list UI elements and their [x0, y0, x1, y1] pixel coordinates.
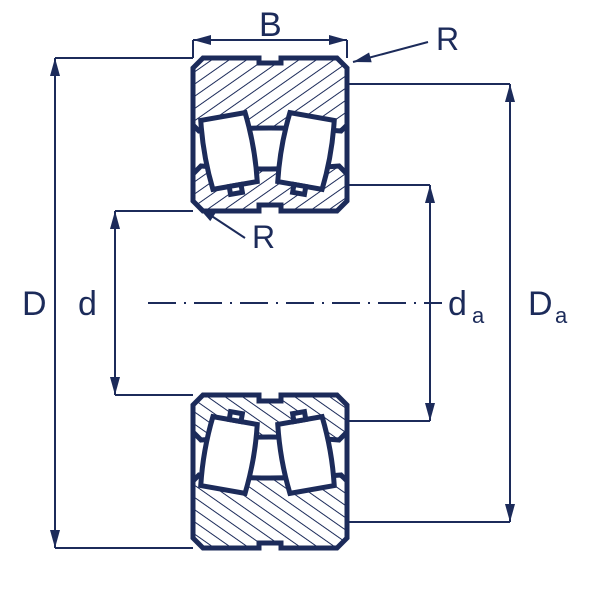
label-B: B [259, 6, 282, 44]
label-Da-sub: a [555, 303, 568, 328]
label-d: d [78, 285, 97, 323]
label-da-sub: a [472, 303, 485, 328]
label-D: D [22, 285, 47, 323]
label-da: d [448, 285, 467, 323]
label-R_inner: R [252, 219, 275, 255]
label-Da: D [528, 285, 553, 323]
label-R_top: R [436, 21, 459, 57]
